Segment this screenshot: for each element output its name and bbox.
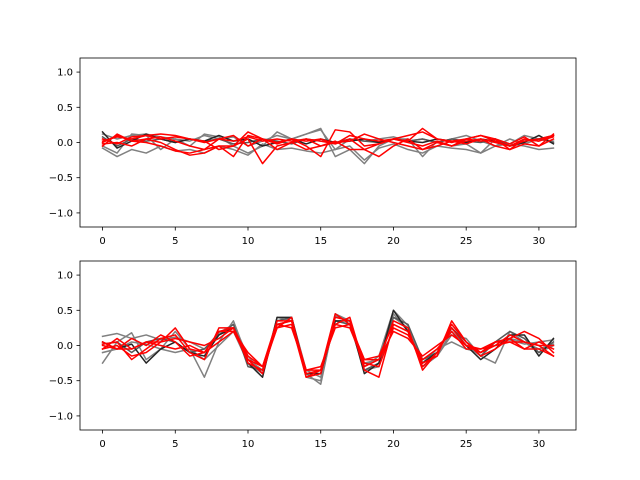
y-tick-label: −0.5 [49,376,73,387]
x-tick-label: 0 [99,236,105,247]
x-tick-label: 20 [387,439,400,450]
x-tick-label: 5 [172,439,178,450]
y-tick-label: 0.0 [57,341,73,352]
series-line-6 [101,127,555,151]
y-tick-label: −1.0 [49,411,73,422]
x-tick-label: 15 [314,439,327,450]
x-tick-label: 5 [172,236,178,247]
y-tick-label: −1.0 [49,208,73,219]
y-tick-label: 0.5 [57,306,73,317]
x-tick-label: 0 [99,439,105,450]
series-lines [101,309,555,385]
x-tick-label: 15 [314,236,327,247]
x-tick-label: 10 [242,439,255,450]
y-tick-label: 0.0 [57,138,73,149]
x-tick-label: 25 [460,439,473,450]
y-tick-label: 0.5 [57,103,73,114]
series-line-7 [101,313,555,371]
top-subplot: 0 5 10 15 20 25 30 −1.0 −0.5 0.0 0.5 1.0 [49,57,577,247]
series-line-9 [101,323,555,371]
x-tick-label: 30 [533,236,546,247]
y-tick-label: 1.0 [57,271,73,282]
x-tick-label: 25 [460,236,473,247]
x-tick-label: 30 [533,439,546,450]
series-line-9 [101,133,555,158]
bottom-subplot: 0 5 10 15 20 25 30 −1.0 −0.5 0.0 0.5 1.0 [49,260,577,450]
x-tick-label: 20 [387,236,400,247]
series-lines [101,127,555,165]
y-tick-label: 1.0 [57,68,73,79]
y-tick-label: −0.5 [49,173,73,184]
x-tick-label: 10 [242,236,255,247]
